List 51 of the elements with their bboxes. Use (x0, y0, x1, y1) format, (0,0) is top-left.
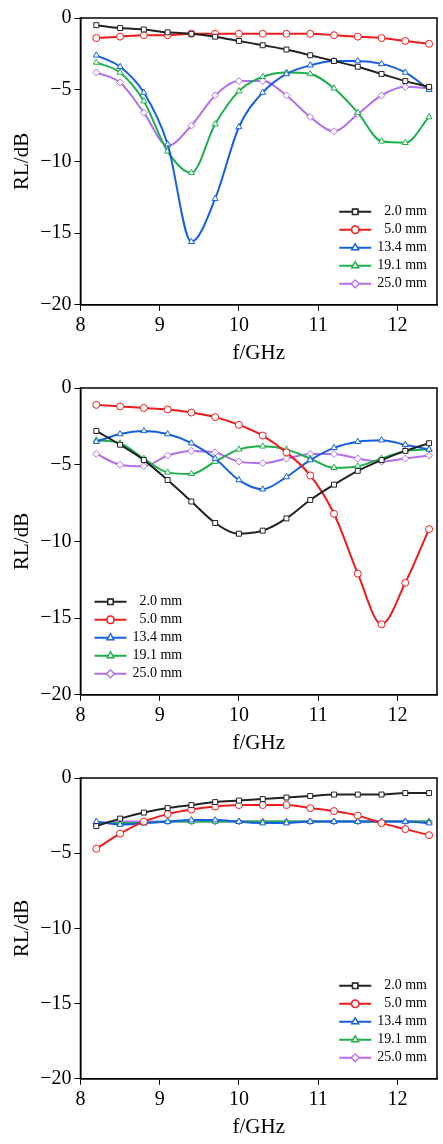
x-axis-title: f/GHz (232, 729, 285, 754)
y-tick-label: −10 (40, 148, 72, 171)
x-tick-label: 9 (154, 703, 165, 726)
y-tick-label: −15 (40, 605, 72, 628)
x-axis-title: f/GHz (232, 1113, 285, 1138)
x-tick-label: 10 (228, 313, 249, 336)
x-tick-label: 11 (308, 703, 328, 726)
x-tick-label: 10 (228, 703, 249, 726)
legend-label: 13.4 mm (132, 629, 183, 645)
y-tick-label: −20 (40, 1066, 72, 1089)
x-tick-label: 9 (154, 1087, 165, 1110)
x-tick-label: 12 (387, 313, 408, 336)
y-tick-label: 0 (61, 765, 72, 788)
y-tick-label: −15 (40, 990, 72, 1013)
x-axis-title: f/GHz (232, 339, 285, 364)
y-tick-label: −5 (50, 451, 72, 474)
y-tick-label: 0 (61, 5, 72, 28)
legend-label: 2.0 mm (384, 977, 428, 993)
legend-label: 2.0 mm (384, 203, 428, 219)
y-axis-title: RL/dB (9, 899, 34, 957)
x-tick-label: 8 (75, 703, 86, 726)
y-tick-label: −20 (40, 682, 72, 705)
y-tick-label: −15 (40, 220, 72, 243)
y-tick-label: −20 (40, 292, 72, 315)
y-axis-title: RL/dB (9, 132, 34, 190)
legend-label: 13.4 mm (377, 239, 428, 255)
legend-label: 5.0 mm (139, 611, 183, 627)
x-tick-label: 9 (154, 313, 165, 336)
legend-label: 13.4 mm (377, 1013, 428, 1029)
legend-label: 2.0 mm (139, 593, 183, 609)
legend-label: 5.0 mm (384, 221, 428, 237)
legend-label: 19.1 mm (377, 1031, 428, 1047)
legend-label: 25.0 mm (132, 665, 183, 681)
y-tick-label: −10 (40, 528, 72, 551)
legend-label: 19.1 mm (377, 257, 428, 273)
x-tick-label: 10 (228, 1087, 249, 1110)
legend-label: 19.1 mm (132, 647, 183, 663)
legend-label: 5.0 mm (384, 995, 428, 1011)
x-tick-label: 8 (75, 313, 86, 336)
legend-label: 25.0 mm (377, 275, 428, 291)
x-tick-label: 11 (308, 313, 328, 336)
legend-label: 25.0 mm (377, 1049, 428, 1065)
x-tick-label: 12 (387, 703, 408, 726)
y-axis-title: RL/dB (9, 512, 34, 570)
y-tick-label: −10 (40, 915, 72, 938)
y-tick-label: 0 (61, 375, 72, 398)
x-tick-label: 8 (75, 1087, 86, 1110)
x-tick-label: 12 (387, 1087, 408, 1110)
y-tick-label: −5 (50, 76, 72, 99)
x-tick-label: 11 (308, 1087, 328, 1110)
y-tick-label: −5 (50, 840, 72, 863)
